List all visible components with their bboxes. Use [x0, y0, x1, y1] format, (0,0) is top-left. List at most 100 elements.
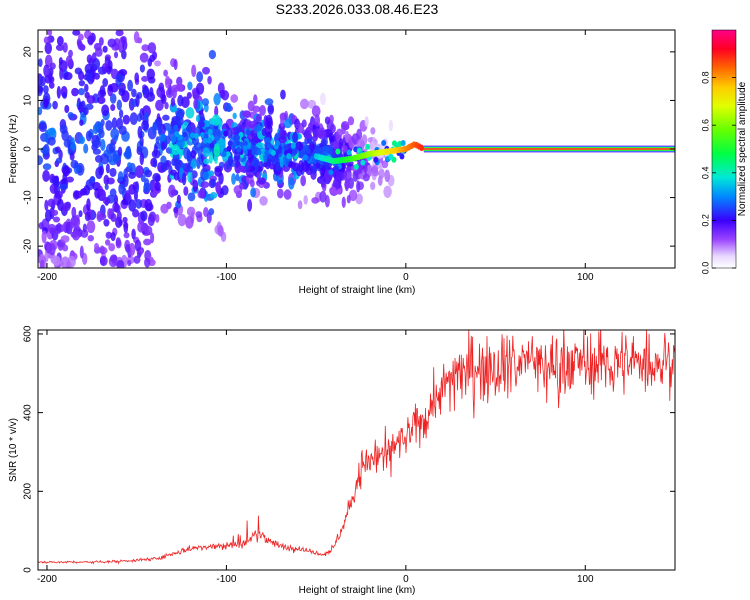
spectrogram-cell [249, 179, 255, 188]
spectrogram-cell [381, 140, 387, 147]
spectrogram-cell [187, 170, 193, 183]
spectrogram-cell [86, 95, 96, 104]
spectrogram-cell [259, 196, 268, 206]
spectrogram-cell [286, 153, 292, 160]
spectrogram-cell [279, 156, 284, 168]
spectrogram-cell [141, 75, 149, 82]
spectrogram-cell [63, 71, 73, 81]
spectrogram-cell [134, 72, 140, 83]
spectrogram-cell [208, 208, 215, 216]
spectrogram-cell [256, 113, 263, 122]
spectrogram-x-tick-label: 100 [577, 272, 594, 283]
spectrogram-cell [192, 179, 199, 192]
spectrogram-cell [295, 141, 304, 151]
spectrogram-cell [83, 107, 89, 116]
spectrogram-cell [227, 127, 233, 139]
spectrogram-cell [135, 198, 143, 209]
spectrogram-cell [226, 102, 232, 113]
spectrogram-cell [317, 129, 327, 140]
spectrogram-cell [110, 128, 120, 140]
spectrogram-cell [388, 119, 394, 132]
spectrogram-x-tick-label: -100 [216, 272, 236, 283]
spectrogram-cell [264, 98, 274, 106]
spectrogram-cell [99, 85, 106, 97]
spectrogram-cell [218, 138, 226, 152]
spectrogram-cell [329, 186, 337, 194]
colorbar-ticks: 0.0 0.2 0.4 0.6 0.8 [700, 71, 736, 274]
spectrogram-cell [348, 189, 358, 202]
spectrogram-cell [56, 86, 61, 99]
spectrogram-cell [134, 239, 142, 252]
spectrogram-cell [125, 146, 132, 159]
spectrogram-cell [185, 215, 194, 229]
spectrogram-cell [183, 186, 189, 196]
spectrogram-cell [82, 223, 87, 233]
spectrogram-cell [394, 142, 400, 149]
figure-title: S233.2026.033.08.46.E23 [276, 1, 439, 17]
spectrogram-cell [97, 96, 106, 105]
spectrogram-cell [210, 178, 216, 187]
spectrogram-cell [78, 33, 84, 41]
spectrogram-cell [70, 159, 79, 169]
spectrogram-cells [38, 30, 407, 268]
spectrogram-cell [174, 157, 179, 170]
spectrogram-cell [135, 94, 140, 108]
spectrogram-cell [122, 114, 130, 125]
spectrogram-cell [128, 184, 136, 195]
spectrogram-cell [328, 114, 334, 124]
spectrogram-cell [341, 120, 350, 131]
spectrogram-cell [116, 99, 123, 111]
spectrogram-cell [280, 114, 285, 127]
spectrogram-cell [233, 155, 239, 162]
spectrogram-cell [187, 192, 196, 202]
spectrogram-cell [333, 165, 339, 172]
spectrogram-cell [107, 208, 112, 219]
spectrogram-cell [72, 229, 81, 241]
spectrogram-cell [197, 189, 206, 199]
spectrogram-cell [235, 173, 240, 182]
spectrogram-cell [38, 155, 44, 166]
spectrogram-cell [237, 165, 246, 173]
spectrogram-cell [123, 222, 129, 234]
spectrogram-cell [57, 241, 64, 251]
spectrogram-cell [105, 231, 113, 239]
spectrogram-cell [313, 148, 319, 155]
spectrogram-cell [202, 137, 208, 144]
spectrogram-cell [186, 91, 192, 99]
spectrogram-cell [52, 177, 59, 186]
spectrogram-cell [108, 142, 116, 153]
spectrogram-cell [43, 36, 50, 44]
spectrogram-cell [143, 182, 151, 193]
spectrogram-cell [152, 51, 158, 60]
spectrogram-cell [199, 121, 205, 128]
spectrogram-cell [181, 172, 187, 186]
spectrogram-cell [353, 163, 359, 170]
spectrogram-cell [117, 146, 123, 157]
spectrogram-cell [84, 211, 91, 222]
spectrogram-cell [238, 131, 244, 138]
spectrogram-cell [117, 171, 124, 182]
spectrogram-cell [123, 232, 130, 239]
spectrogram-x-tick-label: -200 [37, 272, 57, 283]
spectrogram-cell [89, 175, 96, 183]
spectrogram-cell [105, 120, 113, 131]
spectrogram-cell [165, 88, 174, 99]
spectrogram-cell [103, 218, 110, 227]
spectrogram-cell [128, 171, 137, 179]
snr-y-tick-label: 400 [23, 404, 34, 421]
spectrogram-cell [185, 107, 195, 119]
spectrogram-cell [247, 149, 253, 156]
spectrogram-cell [399, 153, 405, 160]
spectrogram-cell [137, 125, 143, 139]
spectrogram-cell [186, 206, 196, 217]
spectrogram-cell [64, 104, 70, 114]
spectrogram-cell [236, 146, 242, 153]
snr-panel: -200 -100 0 100 0 200 400 600 Height of straig… [8, 325, 676, 596]
spectrogram-cell [154, 60, 161, 67]
spectrogram-cell [139, 135, 144, 147]
spectrogram-cell [44, 209, 52, 222]
spectrogram-x-label: Height of straight line (km) [299, 285, 416, 296]
spectrogram-cell [77, 40, 83, 50]
spectrogram-cell [256, 171, 261, 179]
